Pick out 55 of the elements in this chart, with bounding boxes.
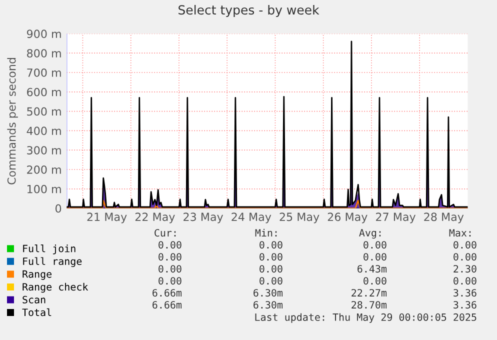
y-axis-title: Commands per second: [7, 58, 18, 184]
text: 0.00: [454, 253, 476, 261]
text: Avg:: [359, 229, 381, 239]
text: Min:: [255, 228, 277, 236]
x-tick-label: 23 May: [184, 212, 224, 224]
text: 0.00: [158, 253, 182, 261]
text: 6.30m: [254, 289, 283, 297]
text: 0.00: [364, 241, 386, 249]
legend-label: Full range: [23, 257, 82, 268]
text: 0.00: [158, 277, 182, 285]
text: 6.66m: [152, 301, 182, 309]
legend-label: Scan: [22, 296, 46, 304]
y-tick-label: 0: [56, 204, 62, 213]
y-tick-label: 400 m: [26, 126, 61, 136]
text: Max:: [449, 229, 471, 237]
legend-label: Total: [22, 308, 52, 316]
text: 6.66m: [152, 289, 182, 297]
y-tick-label: 600 m: [27, 88, 61, 96]
text: 0.00: [260, 241, 282, 249]
y-tick-label: 900 m: [26, 30, 61, 38]
text: 0.00: [364, 253, 386, 261]
y-tick-label: 500 m: [27, 107, 61, 116]
x-tick-label: 27 May: [376, 212, 416, 224]
text: 22.27m: [352, 289, 387, 296]
x-tick-label: 24 May: [232, 212, 272, 224]
x-tick-label: 25 May: [280, 212, 320, 224]
legend-label: Full join: [23, 244, 76, 254]
text: 0.00: [364, 277, 386, 285]
text: 0.00: [454, 277, 476, 285]
y-tick-label: 300 m: [27, 146, 61, 154]
x-tick-label: 22 May: [135, 212, 175, 224]
text: 3.36: [454, 301, 476, 309]
text: Last update: Thu May 29 00:00:05 2025: [255, 313, 476, 323]
legend-label: Range: [22, 270, 52, 280]
text: 6.43m: [358, 265, 387, 273]
text: 0.00: [260, 253, 282, 261]
x-tick-label: 21 May: [87, 212, 127, 224]
text: 6.30m: [254, 301, 283, 309]
y-tick-label: 200 m: [27, 165, 61, 174]
y-tick-label: 100 m: [27, 184, 61, 194]
text: 0.00: [158, 265, 182, 273]
text: 0.00: [454, 241, 476, 249]
text: 0.00: [260, 265, 282, 273]
text: 3.36: [454, 289, 476, 297]
text: 0.00: [158, 241, 182, 249]
x-tick-label: 26 May: [328, 212, 368, 224]
y-tick-label: 800 m: [27, 49, 61, 58]
text: 2.30: [454, 265, 476, 273]
x-tick-label: 28 May: [424, 212, 464, 224]
text: 28.70m: [352, 301, 387, 309]
text: Cur:: [154, 229, 176, 237]
y-tick-label: 700 m: [27, 68, 61, 77]
legend-label: Range check: [22, 282, 88, 293]
chart-title: Select types - by week: [178, 4, 320, 18]
text: 0.00: [260, 277, 282, 285]
